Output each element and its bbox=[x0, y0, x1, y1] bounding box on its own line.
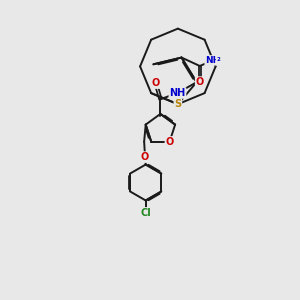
Text: O: O bbox=[165, 137, 174, 147]
Text: Cl: Cl bbox=[140, 208, 151, 218]
Text: S: S bbox=[174, 99, 182, 109]
Text: O: O bbox=[152, 78, 160, 88]
Text: ₂: ₂ bbox=[217, 54, 220, 63]
Text: NH: NH bbox=[169, 88, 186, 98]
Text: O: O bbox=[141, 152, 149, 162]
Text: NH: NH bbox=[205, 56, 220, 65]
Text: O: O bbox=[196, 77, 204, 87]
